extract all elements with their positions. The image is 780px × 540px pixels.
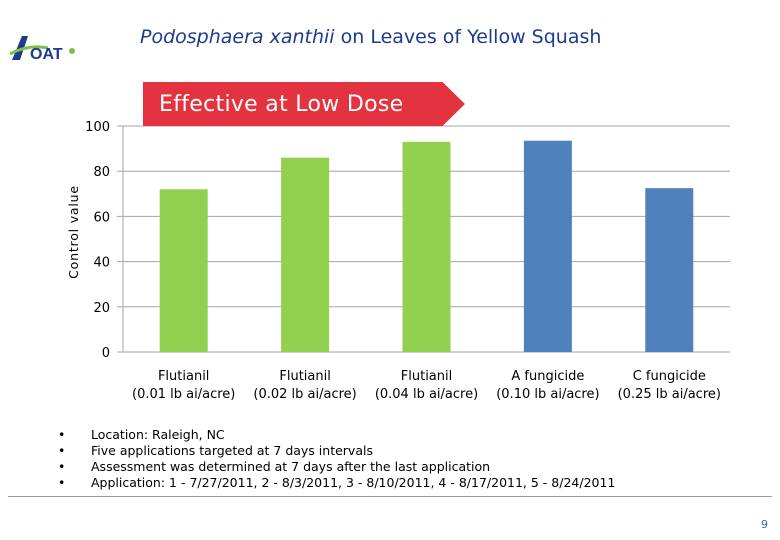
bar-1 xyxy=(159,189,208,352)
logo-leaf-dot xyxy=(69,48,75,54)
bullet-icon: • xyxy=(58,459,66,474)
note-text: Application: 1 - 7/27/2011, 2 - 8/3/2011… xyxy=(91,475,616,490)
x-category-label: (0.02 lb ai/acre) xyxy=(253,387,356,402)
y-tick-label: 20 xyxy=(93,301,110,316)
x-category-label: A fungicide xyxy=(511,369,584,384)
x-category-label: Flutianil xyxy=(158,369,209,384)
title-organism: Podosphaera xanthii xyxy=(140,26,335,48)
x-category-label: Flutianil xyxy=(401,369,452,384)
logo-text: OAT xyxy=(30,46,63,63)
bar-5 xyxy=(645,188,694,352)
oat-logo: OAT xyxy=(9,36,75,63)
note-item: • Application: 1 - 7/27/2011, 2 - 8/3/201… xyxy=(58,475,615,491)
note-item: • Assessment was determined at 7 days aft… xyxy=(58,459,615,475)
x-category-label: C fungicide xyxy=(633,369,706,384)
x-category-label: (0.01 lb ai/acre) xyxy=(132,387,235,402)
y-tick-label: 100 xyxy=(85,120,110,135)
x-category-label: (0.10 lb ai/acre) xyxy=(496,387,599,402)
title-rest: on Leaves of Yellow Squash xyxy=(334,26,602,48)
page-title: Podosphaera xanthii on Leaves of Yellow … xyxy=(140,26,700,48)
bar-3 xyxy=(402,141,451,352)
bar-2 xyxy=(281,157,330,352)
footer-divider xyxy=(8,496,772,497)
x-category-label: (0.04 lb ai/acre) xyxy=(375,387,478,402)
note-item: • Five applications targeted at 7 days in… xyxy=(58,443,615,459)
note-item: • Location: Raleigh, NC xyxy=(58,427,615,443)
y-tick-label: 80 xyxy=(93,165,110,180)
note-text: Five applications targeted at 7 days int… xyxy=(91,443,373,458)
note-text: Assessment was determined at 7 days afte… xyxy=(91,459,491,474)
logo-swoosh xyxy=(9,45,49,56)
bullet-icon: • xyxy=(58,427,66,442)
page-number: 9 xyxy=(761,518,768,531)
bullet-icon: • xyxy=(58,443,66,458)
note-text: Location: Raleigh, NC xyxy=(91,427,225,442)
callout-effective-low-dose: Effective at Low Dose xyxy=(143,82,465,126)
y-axis-label: Control value xyxy=(66,185,81,279)
bar-4 xyxy=(523,140,572,352)
y-tick-label: 40 xyxy=(93,256,110,271)
x-category-label: (0.25 lb ai/acre) xyxy=(618,387,721,402)
x-category-label: Flutianil xyxy=(279,369,330,384)
notes-list: • Location: Raleigh, NC • Five applications… xyxy=(58,427,615,491)
bullet-icon: • xyxy=(58,475,66,490)
y-tick-label: 0 xyxy=(102,346,110,361)
y-tick-label: 60 xyxy=(93,210,110,225)
bar-chart: 0 20 40 60 80 100 Flutianil (0.01 lb ai/acre) F… xyxy=(66,120,730,402)
